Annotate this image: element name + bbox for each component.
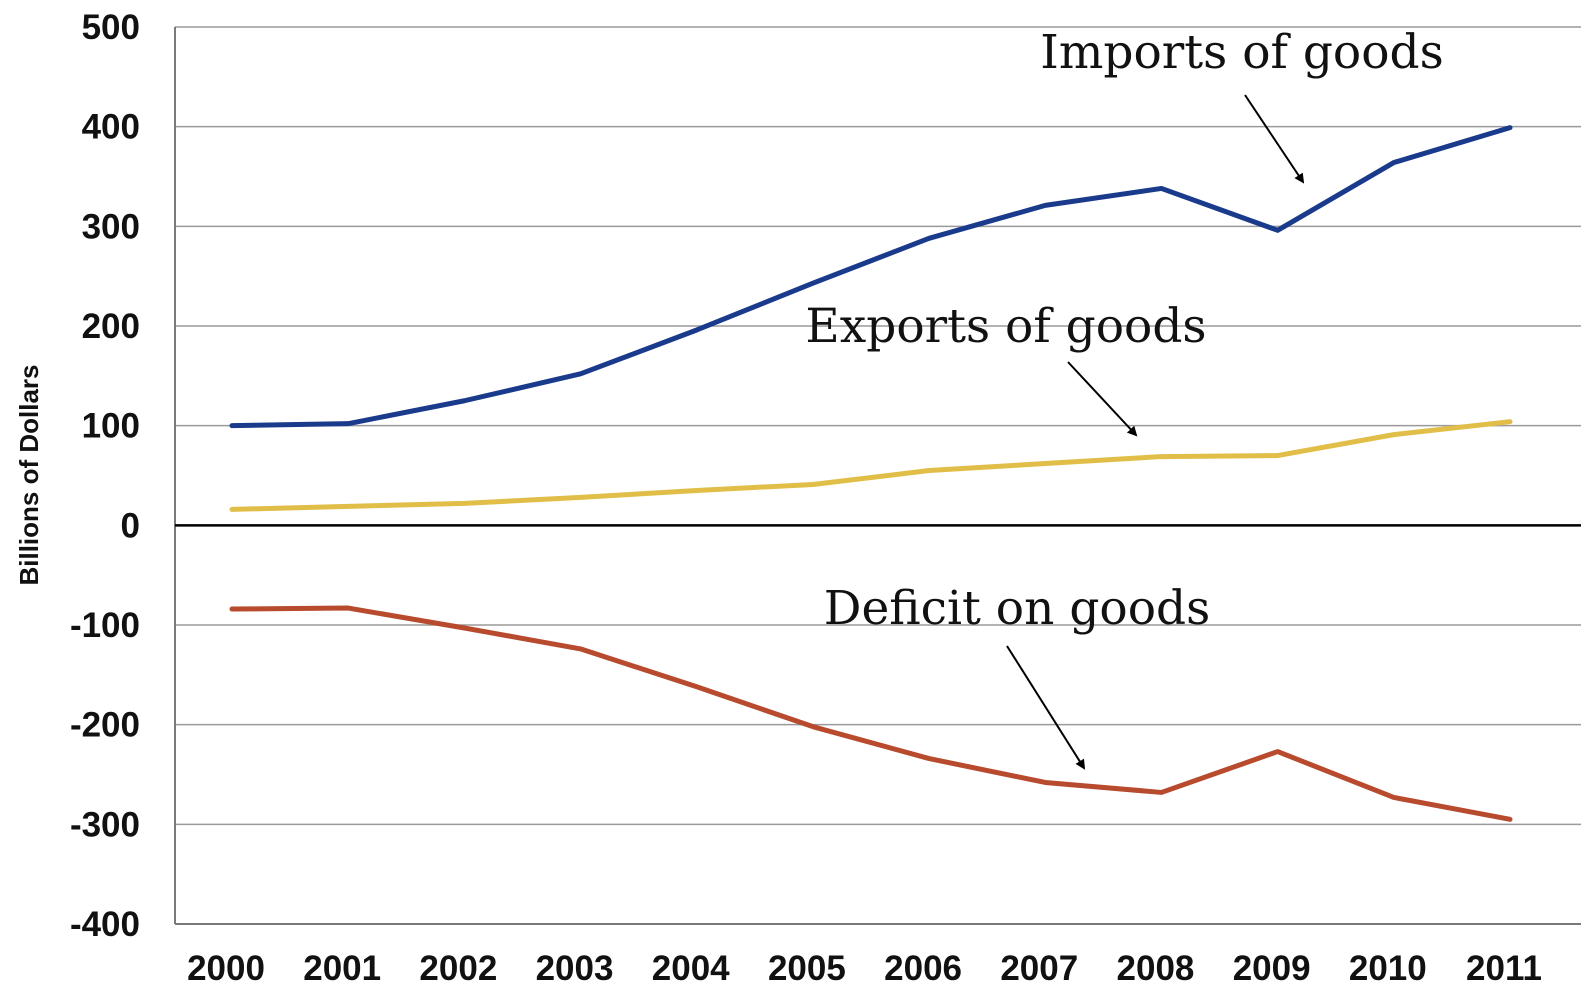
x-tick-label: 2004 [652,949,730,988]
axes [174,27,1581,925]
y-tick-label: -400 [70,905,140,944]
annotation-arrow [1067,361,1138,437]
x-tick-label: 2003 [536,949,614,988]
y-tick-label: 300 [82,207,140,246]
annotations: Imports of goods Exports of goods Deficit … [805,25,1444,770]
x-tick-label: 2000 [187,949,265,988]
x-tick-label: 2011 [1466,949,1542,988]
y-tick-label: -100 [70,606,140,645]
series-line-3 [229,605,1513,822]
x-tick-labels: 2000 2001 2002 2003 2004 2005 2006 2007 2008 2009… [187,949,1542,988]
annotation-label: Imports of goods [1040,25,1443,80]
annotation-label: Exports of goods [805,299,1206,354]
y-tick-label: 100 [82,407,140,446]
y-tick-labels: 500 400 300 200 100 0 -100 -200 -300 -400 [70,8,140,944]
x-tick-label: 2001 [303,949,381,988]
y-tick-label: 200 [82,307,140,346]
y-tick-label: 400 [82,108,140,147]
y-tick-label: 0 [121,506,140,545]
x-tick-label: 2005 [768,949,846,988]
gridlines [175,26,1581,826]
annotation-arrow [1244,94,1305,184]
annotation-label: Deficit on goods [824,581,1210,636]
x-tick-label: 2007 [1000,949,1078,988]
x-tick-label: 2008 [1117,949,1195,988]
x-tick-label: 2006 [884,949,962,988]
y-tick-label: 500 [82,8,140,47]
x-tick-label: 2009 [1233,949,1311,988]
y-axis-label: Billions of Dollars [14,364,44,585]
y-tick-label: -200 [70,706,140,745]
series-line-2 [229,419,1513,512]
annotation-arrow [1006,645,1086,770]
series-lines [229,125,1513,822]
x-tick-label: 2002 [419,949,497,988]
series-line-1 [229,125,1513,429]
x-tick-label: 2010 [1349,949,1427,988]
y-tick-label: -300 [70,805,140,844]
